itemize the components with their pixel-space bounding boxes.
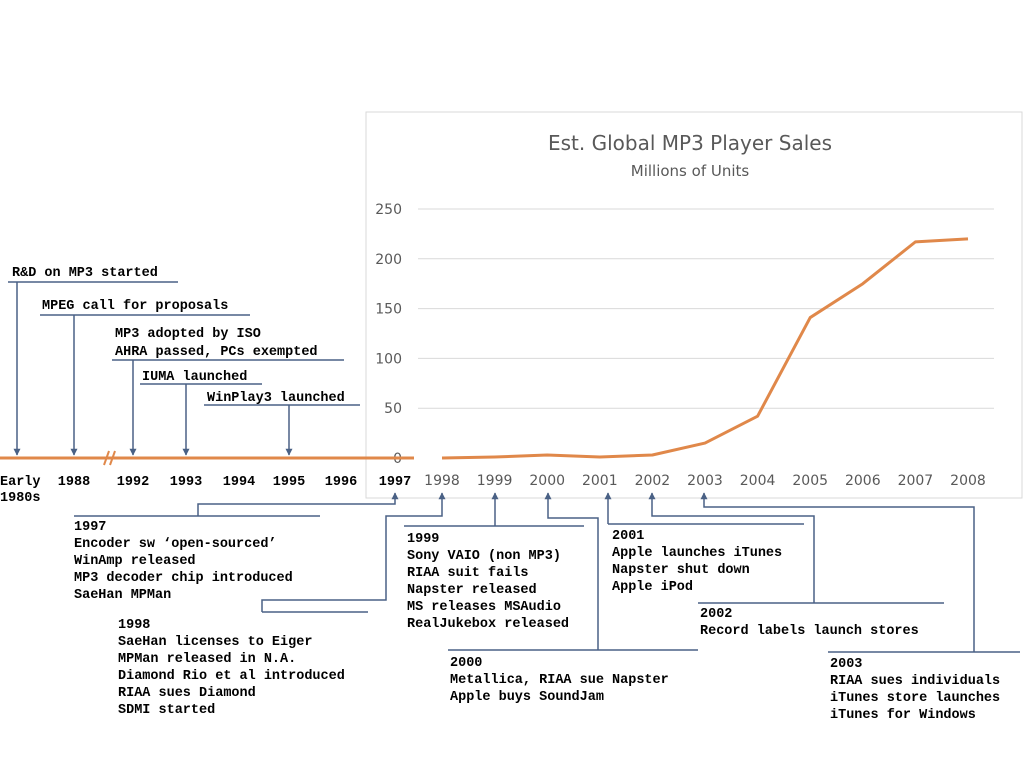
x-tick-label: 2006	[845, 473, 881, 489]
y-tick-label: 200	[375, 252, 402, 268]
event-label: WinPlay3 launched	[207, 391, 345, 406]
event-iuma: IUMA launched	[140, 370, 262, 456]
x-tick-label: 1998	[424, 473, 460, 489]
milestone-item: Napster shut down	[612, 563, 750, 578]
milestone-year: 2002	[700, 607, 732, 622]
event-label: MPEG call for proposals	[42, 299, 228, 314]
event-label: MP3 adopted by ISO	[115, 327, 261, 342]
timeline-year-label: 1997	[379, 475, 411, 490]
milestone-item: MS releases MSAudio	[407, 600, 561, 615]
chart-subtitle: Millions of Units	[631, 162, 750, 180]
milestone-item: Metallica, RIAA sue Napster	[450, 673, 669, 688]
connector-2003-link	[700, 492, 975, 652]
y-tick-label: 150	[375, 302, 402, 318]
event-iso-ahra: MP3 adopted by ISO AHRA passed, PCs exem…	[112, 327, 344, 456]
connector-1998	[261, 492, 446, 612]
event-rd-mp3: R&D on MP3 started	[8, 266, 178, 456]
timeline-year-label: 1995	[273, 475, 305, 490]
milestone-year: 2000	[450, 656, 482, 671]
y-tick-label: 250	[375, 202, 402, 218]
y-axis-ticks: 050100150200250	[375, 202, 402, 467]
event-winplay3: WinPlay3 launched	[204, 391, 360, 456]
milestone-1997: 1997 Encoder sw ‘open-sourced’ WinAmp re…	[74, 520, 293, 603]
event-label: IUMA launched	[142, 370, 247, 385]
milestone-item: RealJukebox released	[407, 617, 569, 632]
x-tick-label: 2005	[792, 473, 828, 489]
connector-2002-link	[648, 492, 815, 603]
milestone-2003: 2003 RIAA sues individuals iTunes store …	[830, 657, 1000, 723]
milestone-item: RIAA suit fails	[407, 566, 529, 581]
timeline-year-label: 1996	[325, 475, 357, 490]
milestone-item: Apple launches iTunes	[612, 546, 782, 561]
milestone-item: SaeHan MPMan	[74, 588, 171, 603]
milestone-item: RIAA sues Diamond	[118, 686, 256, 701]
x-tick-label: 2002	[635, 473, 671, 489]
timeline-early-label: Early	[0, 475, 41, 490]
x-axis-ticks: 1998 1999 2000 2001 2002 2003 2004 2005 2006 2007…	[424, 473, 986, 489]
milestone-item: SaeHan licenses to Eiger	[118, 635, 312, 650]
milestone-2001: 2001 Apple launches iTunes Napster shut …	[612, 529, 782, 595]
chart-frame	[365, 111, 1023, 499]
event-mpeg-call: MPEG call for proposals	[40, 299, 250, 456]
milestone-item: iTunes for Windows	[830, 708, 976, 723]
x-tick-label: 2004	[740, 473, 776, 489]
milestone-2002: 2002 Record labels launch stores	[700, 607, 919, 639]
x-tick-label: 2008	[950, 473, 986, 489]
milestone-item: Sony VAIO (non MP3)	[407, 549, 561, 564]
y-tick-label: 50	[384, 401, 402, 417]
event-label: R&D on MP3 started	[12, 266, 158, 281]
milestone-year: 2003	[830, 657, 862, 672]
milestone-item: Apple iPod	[612, 580, 693, 595]
x-tick-label: 1999	[477, 473, 513, 489]
milestone-item: MP3 decoder chip introduced	[74, 571, 293, 586]
timeline-early-label-2: 1980s	[0, 491, 41, 506]
milestone-item: MPMan released in N.A.	[118, 652, 296, 667]
milestone-connectors	[74, 492, 1020, 653]
connector-2000-link	[544, 492, 599, 650]
timeline-year-label: 1994	[223, 475, 255, 490]
connector-1997-link	[197, 492, 399, 516]
milestone-item: RIAA sues individuals	[830, 674, 1000, 689]
timeline-year-label: 1993	[170, 475, 202, 490]
chart-gridlines	[418, 208, 994, 409]
y-tick-label: 100	[375, 351, 402, 367]
milestone-2000: 2000 Metallica, RIAA sue Napster Apple b…	[450, 656, 669, 705]
timeline-year-label: 1988	[58, 475, 90, 490]
timeline-year-label: 1992	[117, 475, 149, 490]
series-line-mp3-sales	[441, 237, 969, 460]
milestone-item: Apple buys SoundJam	[450, 690, 604, 705]
x-tick-label: 2001	[582, 473, 618, 489]
milestone-item: Record labels launch stores	[700, 624, 919, 639]
milestone-year: 1997	[74, 520, 106, 535]
milestone-year: 2001	[612, 529, 644, 544]
milestone-1999: 1999 Sony VAIO (non MP3) RIAA suit fails…	[407, 532, 569, 632]
event-label: AHRA passed, PCs exempted	[115, 345, 318, 360]
milestone-year: 1999	[407, 532, 439, 547]
milestone-item: Encoder sw ‘open-sourced’	[74, 537, 277, 552]
milestone-year: 1998	[118, 618, 150, 633]
x-tick-label: 2007	[898, 473, 934, 489]
milestone-item: Diamond Rio et al introduced	[118, 669, 345, 684]
milestone-item: Napster released	[407, 583, 537, 598]
chart-title: Est. Global MP3 Player Sales	[548, 131, 832, 155]
axis-break-icon	[103, 450, 116, 466]
x-tick-label: 2000	[529, 473, 565, 489]
milestone-item: WinAmp released	[74, 554, 196, 569]
x-tick-label: 2003	[687, 473, 723, 489]
milestone-item: iTunes store launches	[830, 691, 1000, 706]
milestone-item: SDMI started	[118, 703, 215, 718]
milestone-1998: 1998 SaeHan licenses to Eiger MPMan rele…	[118, 618, 345, 718]
